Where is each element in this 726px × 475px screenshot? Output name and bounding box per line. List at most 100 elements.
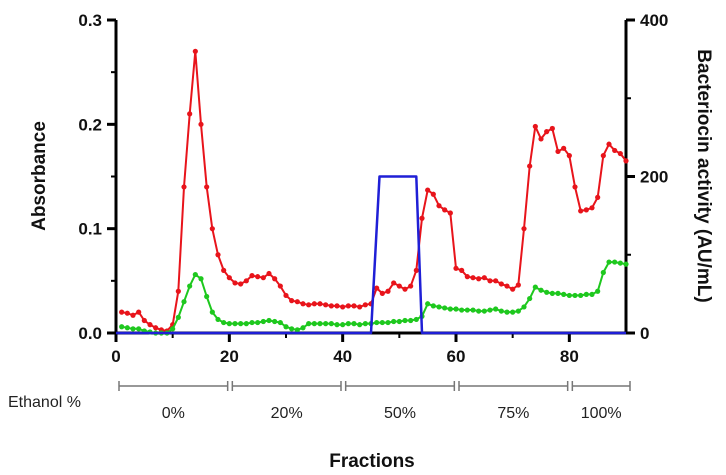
data-point (249, 319, 255, 326)
data-point (300, 325, 306, 331)
data-point (408, 283, 414, 289)
data-point (447, 210, 453, 216)
data-point (221, 267, 227, 273)
data-point (504, 309, 510, 315)
data-point (272, 276, 278, 282)
data-point (272, 318, 278, 325)
ethanol-segment-label: 100% (581, 405, 622, 422)
data-point (623, 158, 629, 164)
data-point (623, 261, 629, 267)
data-point (323, 302, 329, 308)
y-left-tick-label: 0.0 (78, 324, 102, 343)
data-point (255, 274, 261, 280)
y-left-tick-label: 0.1 (78, 220, 102, 239)
data-point (226, 275, 232, 281)
ethanol-bar: 0% 20% 50% 75% 100% (118, 381, 631, 422)
data-point (170, 326, 176, 332)
data-point (436, 203, 442, 209)
data-point (311, 301, 317, 307)
x-axis-title: Fractions (329, 451, 415, 472)
data-point (391, 280, 397, 286)
data-point (527, 163, 533, 169)
y-right-tick-label: 200 (640, 168, 668, 187)
data-point (255, 319, 261, 326)
ethanol-segment-label: 75% (497, 405, 529, 422)
data-point (425, 187, 431, 193)
data-point (119, 324, 125, 330)
data-point (459, 307, 465, 313)
data-point (402, 317, 408, 324)
data-point (260, 318, 266, 325)
data-point (249, 273, 255, 279)
data-point (311, 321, 317, 327)
data-point (204, 184, 210, 190)
data-point (294, 299, 300, 305)
y-left-tick-label: 0.2 (78, 115, 102, 134)
data-point (351, 303, 357, 309)
data-point (192, 271, 198, 278)
ethanol-segment-label: 20% (271, 405, 303, 422)
data-point (498, 281, 504, 287)
data-point (413, 316, 419, 323)
data-point (187, 283, 193, 289)
data-point (538, 287, 544, 293)
data-point (606, 141, 612, 147)
data-point (555, 290, 561, 296)
data-point (136, 309, 142, 315)
data-point (345, 303, 351, 309)
ethanol-label: Ethanol % (8, 394, 81, 411)
data-point (238, 321, 244, 327)
data-point (408, 317, 414, 324)
data-point (583, 291, 589, 297)
data-point (181, 184, 187, 190)
data-point (379, 319, 385, 326)
data-point (453, 306, 459, 312)
data-point (612, 259, 618, 265)
data-point (357, 304, 363, 310)
data-point (612, 147, 618, 154)
data-point (515, 282, 521, 288)
data-point (340, 304, 346, 310)
data-point (323, 321, 329, 327)
data-point (260, 275, 266, 281)
data-point (277, 319, 283, 326)
data-point (379, 290, 385, 296)
data-point (209, 309, 215, 315)
data-point (294, 327, 300, 333)
y-left-tick-label: 0.3 (78, 11, 102, 30)
y-right-tick-label: 0 (640, 324, 649, 343)
data-point (572, 184, 578, 190)
data-point (306, 302, 312, 308)
data-point (566, 292, 572, 299)
data-point (198, 276, 204, 282)
data-point (385, 288, 391, 294)
data-point (198, 121, 204, 127)
data-point (549, 290, 555, 296)
y-right-tick-label: 400 (640, 11, 668, 30)
y-axis-title-right: Bacteriocin activity (AU/mL) (693, 49, 714, 302)
data-point (334, 303, 340, 309)
data-point (549, 125, 555, 132)
data-point (589, 205, 595, 211)
data-point (340, 322, 346, 328)
data-point (141, 317, 147, 324)
x-tick-label: 40 (333, 347, 352, 366)
data-point (124, 325, 130, 331)
y-axis-title-left: Absorbance (29, 121, 50, 231)
data-point (283, 292, 289, 299)
data-point (583, 207, 589, 213)
x-tick-label: 80 (560, 347, 579, 366)
data-point (317, 301, 323, 307)
data-point (130, 312, 136, 318)
data-point (595, 288, 601, 294)
data-point (470, 307, 476, 313)
x-tick-label: 20 (220, 347, 239, 366)
data-point (130, 326, 136, 332)
data-point (555, 148, 561, 155)
data-point (334, 322, 340, 328)
data-point (266, 270, 272, 277)
ethanol-segment-label: 50% (384, 405, 416, 422)
ethanol-segment-label: 0% (162, 405, 185, 422)
data-point (413, 267, 419, 273)
